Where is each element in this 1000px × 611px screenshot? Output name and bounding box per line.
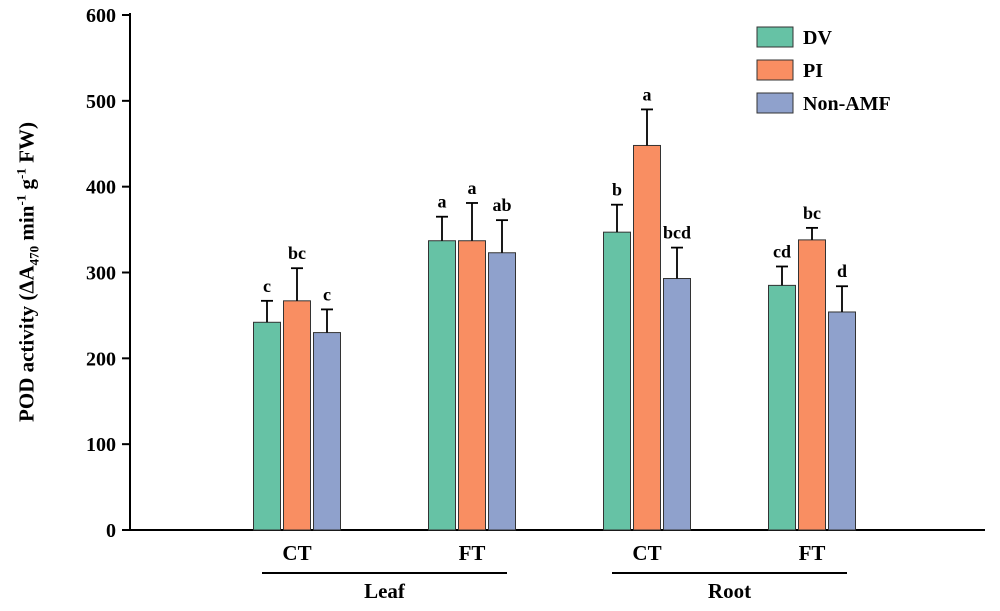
group-label: FT <box>459 541 486 565</box>
significance-letter: a <box>643 84 652 104</box>
significance-letter: a <box>438 192 447 212</box>
y-axis-title-post: FW) <box>14 122 39 169</box>
y-axis-title-mid1: min <box>14 205 39 246</box>
y-tick-label: 400 <box>86 177 116 199</box>
y-axis-title-sup2: -1 <box>13 168 29 179</box>
legend-swatch-Non-AMF <box>756 92 794 114</box>
bar-DV-CT <box>603 231 631 531</box>
y-axis-title-pre: POD activity (ΔA <box>14 265 39 422</box>
significance-letter: b <box>612 180 622 200</box>
significance-letter: c <box>263 276 271 296</box>
bar-PI-CT <box>633 144 661 531</box>
legend-label: PI <box>803 60 823 82</box>
bar-PI-FT <box>458 240 486 531</box>
section-label: Root <box>708 579 751 603</box>
y-tick-label: 200 <box>86 348 116 370</box>
significance-letter: cd <box>773 241 791 261</box>
significance-letter: ab <box>492 195 511 215</box>
legend-swatch-PI <box>756 59 794 81</box>
bar-DV-FT <box>428 240 456 531</box>
y-axis-title-mid2: g <box>14 178 39 195</box>
significance-letter: d <box>837 261 847 281</box>
bar-PI-CT <box>283 300 311 531</box>
bar-PI-FT <box>798 239 826 531</box>
group-label: CT <box>632 541 661 565</box>
bar-Non-AMF-FT <box>488 252 516 531</box>
y-tick-label: 100 <box>86 434 116 456</box>
bar-DV-FT <box>768 284 796 531</box>
y-tick-label: 0 <box>106 520 116 542</box>
significance-letter: bc <box>803 203 821 223</box>
y-axis-title: POD activity (ΔA470 min-1 g-1 FW) <box>13 122 42 422</box>
legend-label: DV <box>803 27 832 49</box>
y-tick-label: 300 <box>86 263 116 285</box>
group-label: CT <box>282 541 311 565</box>
significance-letter: c <box>323 284 331 304</box>
bar-Non-AMF-CT <box>663 278 691 531</box>
bar-Non-AMF-CT <box>313 332 341 531</box>
significance-letter: a <box>468 178 477 198</box>
bar-DV-CT <box>253 321 281 531</box>
y-axis-title-sup1: -1 <box>13 194 29 206</box>
significance-letter: bcd <box>663 223 691 243</box>
section-label: Leaf <box>364 579 406 603</box>
legend-label: Non-AMF <box>803 93 891 115</box>
group-label: FT <box>799 541 826 565</box>
significance-letter: bc <box>288 243 306 263</box>
y-axis-title-sub: 470 <box>26 245 42 266</box>
y-tick-label: 600 <box>86 5 116 27</box>
bar-Non-AMF-FT <box>828 311 856 531</box>
legend-swatch-DV <box>756 26 794 48</box>
y-tick-label: 500 <box>86 91 116 113</box>
